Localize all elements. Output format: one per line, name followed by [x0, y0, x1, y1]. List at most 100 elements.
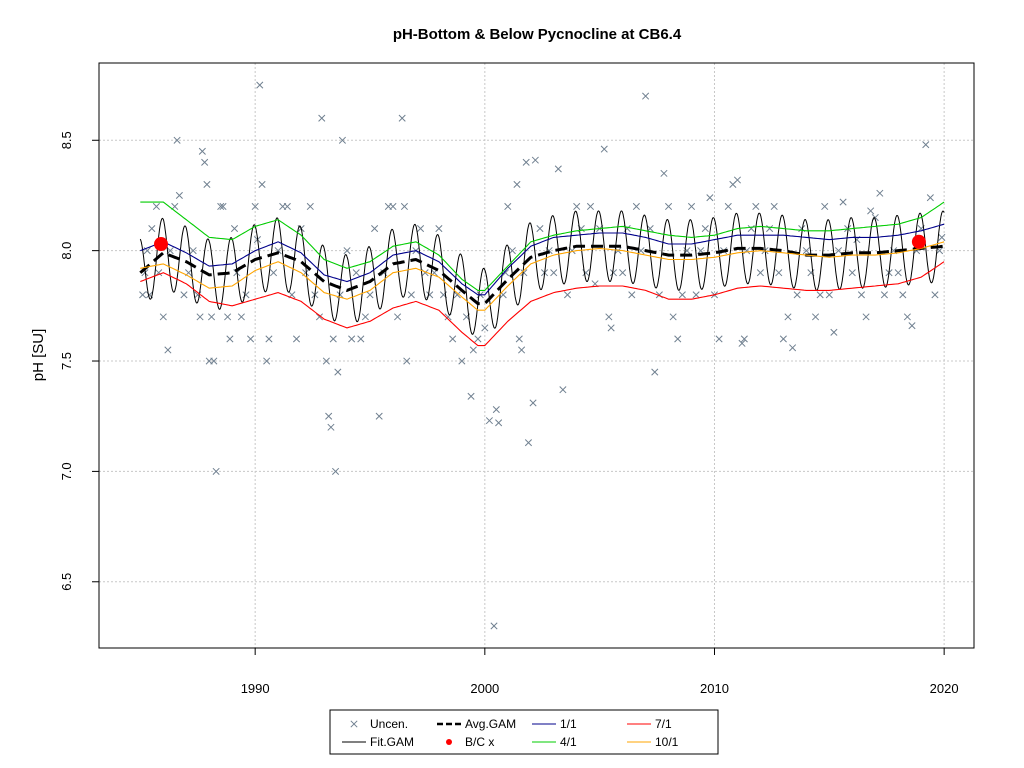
observation-point [747, 225, 755, 233]
observation-point [375, 412, 383, 420]
observation-point [327, 423, 335, 431]
x-tick-label: 2000 [470, 681, 499, 696]
observation-point [435, 225, 443, 233]
series-lines [139, 201, 945, 347]
observation-point [230, 225, 239, 233]
observation-point [508, 247, 516, 255]
observation-point [848, 269, 856, 277]
observation-point [756, 269, 764, 277]
observation-point [766, 225, 774, 233]
observation-point [148, 225, 156, 233]
observation-point [469, 346, 477, 354]
observation-point [669, 313, 677, 321]
observation-point [660, 169, 668, 177]
y-tick-label: 8.0 [59, 242, 74, 260]
y-axis: 6.5 7.0 7.5 8.0 8.5 [59, 131, 100, 591]
legend-label-10-1: 10/1 [655, 735, 679, 749]
observation-point [839, 198, 847, 206]
observation-point [908, 322, 916, 330]
observation-point [899, 291, 907, 299]
bc-point [911, 234, 926, 249]
observation-point [642, 92, 650, 100]
observation-point [894, 269, 902, 277]
observation-point [857, 291, 866, 299]
observation-point [628, 291, 636, 299]
observation-point [811, 313, 820, 321]
observation-point [706, 194, 714, 202]
legend-swatch-uncen- [350, 720, 358, 728]
legend-label-7-1: 7/1 [655, 717, 672, 731]
observation-point [607, 324, 615, 332]
series-line-10-1 [140, 241, 945, 311]
observation-point [880, 291, 888, 299]
observation-point [394, 313, 402, 321]
observation-point [922, 141, 930, 149]
legend-label-1-1: 1/1 [560, 717, 577, 731]
observation-point [329, 335, 337, 343]
observation-point [348, 335, 356, 343]
observation-point [474, 335, 482, 343]
observation-point [563, 291, 572, 299]
observation-point [520, 269, 528, 277]
plot-frame [98, 62, 975, 649]
chart-title: pH-Bottom & Below Pycnocline at CB6.4 [393, 26, 682, 43]
x-tick-label: 1990 [241, 681, 270, 696]
observation-point [226, 335, 234, 343]
observation-point [198, 147, 206, 155]
legend-label-b-c-x: B/C x [465, 735, 494, 749]
observation-point [559, 386, 567, 394]
observation-point [522, 158, 530, 166]
series-line-4-1 [140, 201, 945, 291]
observation-point [609, 269, 617, 277]
observation-point [789, 344, 797, 352]
observation-point [331, 467, 340, 475]
observation-point [338, 136, 346, 144]
observation-point [366, 291, 374, 299]
observation-point [770, 202, 778, 211]
grid [99, 63, 974, 648]
observation-point [152, 202, 160, 211]
observation-point [449, 335, 457, 343]
observation-point [536, 225, 544, 233]
observation-point [201, 158, 209, 166]
observation-point [490, 622, 498, 630]
observation-point [554, 165, 562, 173]
observation-point [784, 313, 792, 321]
y-tick-label: 7.0 [59, 462, 74, 480]
observation-point [504, 202, 512, 211]
observation-point [361, 313, 369, 321]
observation-point [485, 417, 493, 425]
observation-point [692, 291, 700, 299]
observation-point [701, 225, 709, 233]
observation-point [492, 406, 500, 414]
legend-label-avg-gam: Avg.GAM [465, 717, 516, 731]
observation-point [665, 202, 673, 211]
observation-point [207, 313, 216, 321]
legend-box [329, 709, 719, 755]
observation-point [740, 335, 748, 343]
observation-point [315, 313, 324, 321]
y-axis-label: pH [SU] [30, 329, 47, 382]
observation-point [343, 247, 351, 255]
observation-point [159, 313, 167, 321]
y-tick-label: 8.5 [59, 131, 74, 149]
series-line-fit-gam [139, 210, 945, 335]
legend-label-uncen-: Uncen. [370, 717, 408, 731]
bc-point [154, 237, 169, 252]
observation-point [619, 269, 627, 277]
observation-point [524, 439, 533, 447]
observation-point [550, 269, 558, 277]
series-line-1-1 [140, 223, 945, 296]
observation-point [196, 313, 204, 321]
observation-point [352, 269, 360, 277]
observation-point [407, 291, 415, 299]
observation-point [867, 207, 875, 215]
observation-point [825, 291, 833, 299]
y-tick-label: 7.5 [59, 352, 74, 370]
observation-point [400, 202, 408, 211]
observation-point [292, 335, 301, 343]
observation-point [715, 335, 723, 343]
observation-point [334, 368, 342, 376]
observation-point [513, 180, 521, 188]
